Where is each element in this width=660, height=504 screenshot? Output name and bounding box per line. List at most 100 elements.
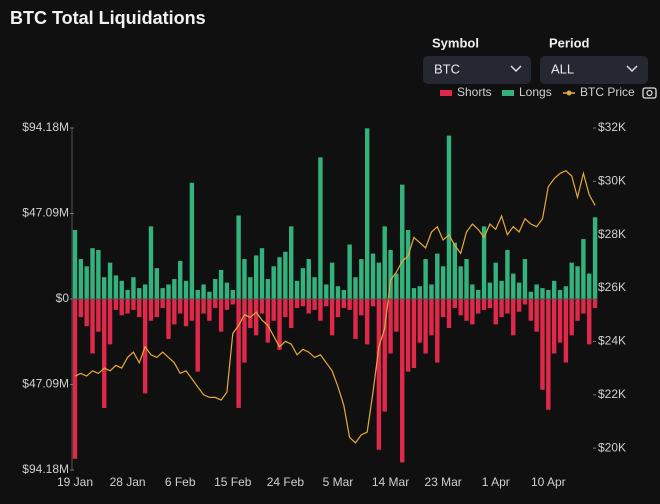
- bar: [411, 299, 417, 368]
- bar: [224, 282, 230, 299]
- bar: [557, 289, 563, 299]
- y2-tick-label: $24K: [598, 334, 626, 348]
- bar: [96, 249, 101, 299]
- bar: [265, 299, 271, 343]
- bar: [370, 253, 376, 299]
- bar: [300, 268, 306, 299]
- y-tick-label: $94.18M: [22, 120, 69, 134]
- bar: [148, 299, 154, 321]
- dropdown-value[interactable]: ALL: [551, 61, 574, 76]
- bar: [183, 299, 189, 327]
- bar: [516, 299, 522, 312]
- bar: [405, 299, 411, 372]
- bar: [499, 299, 504, 318]
- bar: [324, 284, 329, 299]
- legend-swatch[interactable]: [440, 90, 452, 96]
- bar: [113, 275, 119, 299]
- bar: [493, 262, 498, 299]
- y-tick-label: $0: [56, 291, 70, 305]
- bar: [160, 299, 165, 309]
- dropdown-box[interactable]: [540, 56, 648, 84]
- bar: [119, 299, 124, 316]
- bar: [224, 299, 230, 310]
- bar: [265, 279, 271, 299]
- y-tick-label: $47.09M: [22, 377, 69, 391]
- bar: [107, 299, 113, 345]
- bar: [248, 299, 253, 329]
- bar: [195, 299, 200, 372]
- bar: [551, 299, 557, 354]
- y2-tick-label: $22K: [598, 387, 626, 401]
- bar: [230, 299, 235, 305]
- symbol-dropdown[interactable]: BTC: [423, 56, 531, 84]
- bar: [592, 299, 598, 309]
- bar: [411, 288, 417, 299]
- chevron[interactable]: [626, 65, 638, 73]
- bar: [476, 289, 481, 299]
- bar: [382, 226, 387, 299]
- bar: [522, 259, 528, 299]
- bar: [429, 284, 434, 299]
- chevron[interactable]: [510, 65, 522, 73]
- dropdown-box[interactable]: [423, 56, 531, 84]
- camera-lens[interactable]: [646, 89, 653, 97]
- bar: [452, 299, 458, 309]
- bar: [90, 248, 95, 299]
- y-tick-label: $47.09M: [22, 206, 69, 220]
- bar: [318, 157, 323, 299]
- x-tick-label: 15 Feb: [214, 475, 252, 489]
- bar: [446, 299, 452, 329]
- bar: [546, 299, 551, 410]
- bar: [522, 299, 528, 305]
- bar: [417, 299, 422, 343]
- y2-tick-label: $26K: [598, 280, 626, 294]
- bar: [458, 266, 463, 299]
- bar: [218, 269, 224, 299]
- bar: [329, 299, 335, 336]
- bar: [452, 242, 458, 299]
- x-tick-label: 19 Jan: [57, 475, 93, 489]
- bar: [131, 299, 136, 310]
- legend-swatch[interactable]: [502, 90, 514, 96]
- bar: [335, 286, 341, 299]
- bar: [78, 259, 84, 299]
- bar: [137, 288, 142, 299]
- bar: [201, 284, 206, 299]
- legend-label[interactable]: Shorts: [457, 85, 492, 99]
- bar: [464, 259, 469, 299]
- bar: [213, 279, 218, 299]
- camera-icon[interactable]: [642, 87, 657, 99]
- bar: [516, 282, 522, 299]
- price-line: [74, 169, 596, 444]
- bar: [487, 282, 493, 299]
- bar: [476, 299, 481, 314]
- bar: [306, 259, 311, 299]
- bar: [458, 299, 463, 316]
- x-tick-label: 24 Feb: [267, 475, 305, 489]
- bar: [277, 257, 282, 299]
- bar: [569, 262, 574, 299]
- bar: [113, 299, 119, 310]
- legend-label[interactable]: BTC Price: [580, 85, 635, 99]
- bar: [335, 299, 341, 318]
- camera-body[interactable]: [642, 87, 657, 99]
- dropdown-value[interactable]: BTC: [434, 61, 460, 76]
- bar: [72, 230, 78, 299]
- bar: [440, 299, 446, 318]
- bar: [195, 289, 200, 299]
- bar: [417, 286, 422, 299]
- legend-dot[interactable]: [566, 90, 572, 96]
- bar: [464, 299, 469, 321]
- bar: [148, 226, 154, 299]
- period-label: Period: [549, 35, 590, 50]
- bar: [84, 299, 89, 327]
- bar: [306, 299, 311, 314]
- bar: [131, 277, 136, 299]
- bar: [364, 299, 370, 345]
- legend-label[interactable]: Longs: [519, 85, 552, 99]
- period-dropdown[interactable]: ALL: [540, 56, 648, 84]
- bar: [388, 299, 393, 354]
- bar: [90, 299, 95, 354]
- bar: [271, 266, 276, 299]
